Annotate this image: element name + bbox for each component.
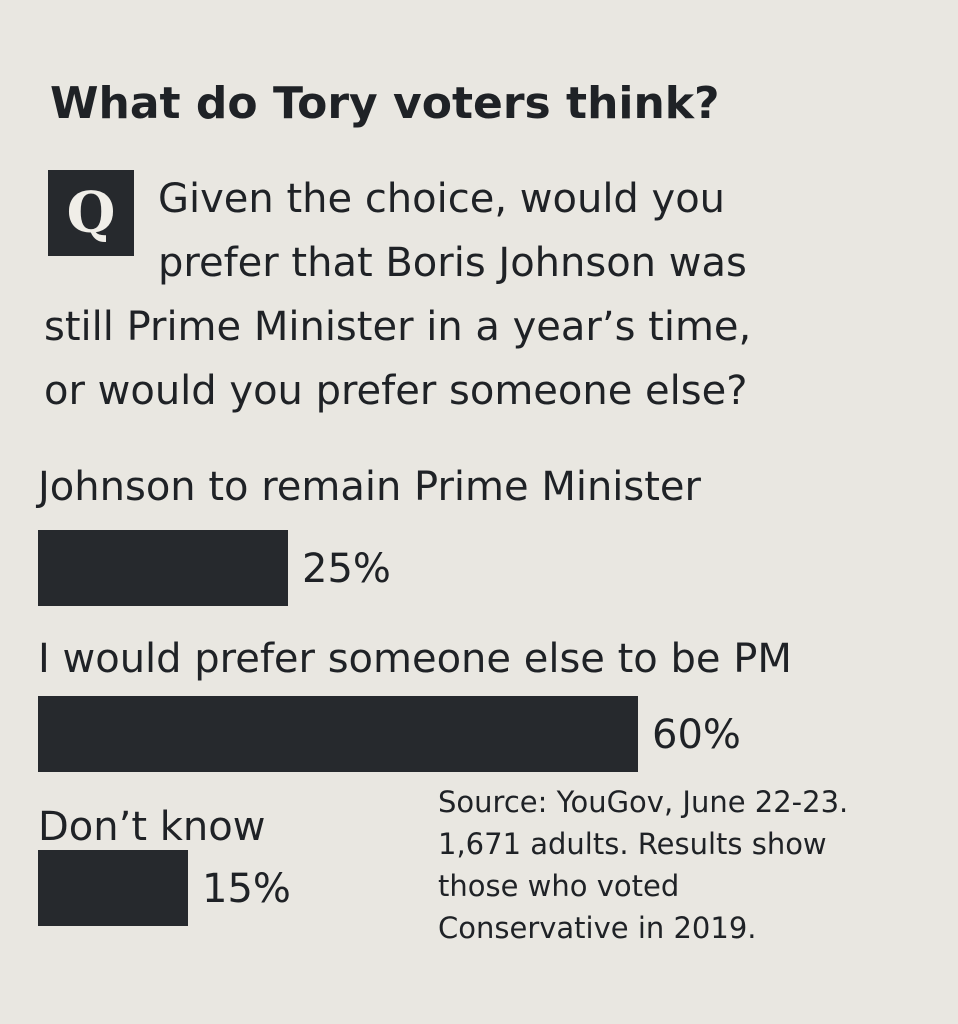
value-label: 25% [302, 546, 391, 592]
value-label: 60% [652, 712, 741, 758]
source-line: Source: YouGov, June 22-23. [438, 785, 848, 819]
question-badge [48, 170, 134, 256]
value-label: 15% [202, 866, 291, 912]
question-label: Q [67, 180, 116, 246]
category-label: Don’t know [38, 804, 265, 850]
category-label: Johnson to remain Prime Minister [35, 464, 702, 510]
source-line: 1,671 adults. Results show [438, 827, 827, 861]
bar [38, 850, 188, 926]
category-label: I would prefer someone else to be PM [38, 636, 792, 682]
bar [38, 530, 288, 606]
source-line: those who voted [438, 869, 679, 903]
question-line: still Prime Minister in a year’s time, [44, 304, 751, 350]
question-line: or would you prefer someone else? [44, 368, 747, 414]
question-line: prefer that Boris Johnson was [158, 240, 747, 286]
bar [38, 696, 638, 772]
chart-title: What do Tory voters think? [50, 78, 720, 129]
question-line: Given the choice, would you [158, 176, 725, 222]
source-line: Conservative in 2019. [438, 911, 757, 945]
